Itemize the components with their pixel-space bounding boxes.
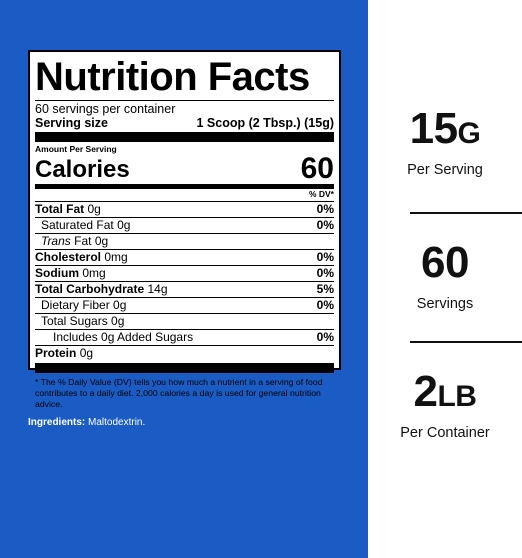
- nutrient-row-total-carbohydrate: Total Carbohydrate 14g 5%: [35, 281, 334, 297]
- thick-divider: [35, 132, 334, 142]
- nutrient-row-trans-fat: Trans Fat 0g: [35, 233, 334, 249]
- stat-caption: Per Serving: [407, 162, 483, 178]
- calories-label: Calories: [35, 156, 130, 183]
- daily-value-footnote: * The % Daily Value (DV) tells you how m…: [35, 377, 323, 409]
- thick-divider-bottom: [35, 363, 334, 373]
- stat-caption: Per Container: [400, 425, 490, 441]
- serving-size-label: Serving size: [35, 116, 108, 130]
- stat-divider: [410, 341, 522, 343]
- nutrient-row-sodium: Sodium 0mg 0%: [35, 265, 334, 281]
- stat-caption: Servings: [416, 296, 474, 312]
- nutrient-row-total-fat: Total Fat 0g 0%: [35, 201, 334, 217]
- serving-size-row: Serving size 1 Scoop (2 Tbsp.) (15g): [35, 116, 334, 130]
- nutrient-row-added-sugars: Includes 0g Added Sugars 0%: [35, 329, 334, 345]
- stat-value: 2LB: [413, 367, 477, 416]
- calories-value: 60: [300, 152, 334, 185]
- nutrition-facts-label: Nutrition Facts 60 servings per containe…: [28, 50, 341, 409]
- stat-value: 15G: [409, 104, 481, 153]
- amount-per-serving: Amount Per Serving: [35, 144, 117, 154]
- calories-row: Calories 60: [35, 154, 334, 184]
- servings-per-container: 60 servings per container: [35, 102, 176, 116]
- serving-size-value: 1 Scoop (2 Tbsp.) (15g): [196, 116, 334, 130]
- ingredients-label: Ingredients:: [28, 417, 86, 428]
- medium-divider: [35, 184, 334, 189]
- daily-value-header: % DV*: [308, 189, 334, 199]
- nutrient-row-protein: Protein 0g: [35, 345, 334, 361]
- nutrition-facts-title: Nutrition Facts: [35, 55, 310, 99]
- stat-serving-grams: 15G Per Serving: [368, 104, 522, 179]
- nutrient-row-total-sugars: Total Sugars 0g: [35, 313, 334, 329]
- nutrient-row-cholesterol: Cholesterol 0mg 0%: [35, 249, 334, 265]
- ingredients-line: Ingredients: Maltodextrin.: [28, 417, 348, 429]
- nutrient-row-saturated-fat: Saturated Fat 0g 0%: [35, 217, 334, 233]
- stat-container-weight: 2LB Per Container: [368, 367, 522, 442]
- ingredients-value: Maltodextrin.: [88, 417, 146, 428]
- stat-divider: [410, 212, 522, 214]
- nutrient-row-dietary-fiber: Dietary Fiber 0g 0%: [35, 297, 334, 313]
- stat-servings: 60 Servings: [368, 238, 522, 313]
- stat-value: 60: [421, 238, 469, 287]
